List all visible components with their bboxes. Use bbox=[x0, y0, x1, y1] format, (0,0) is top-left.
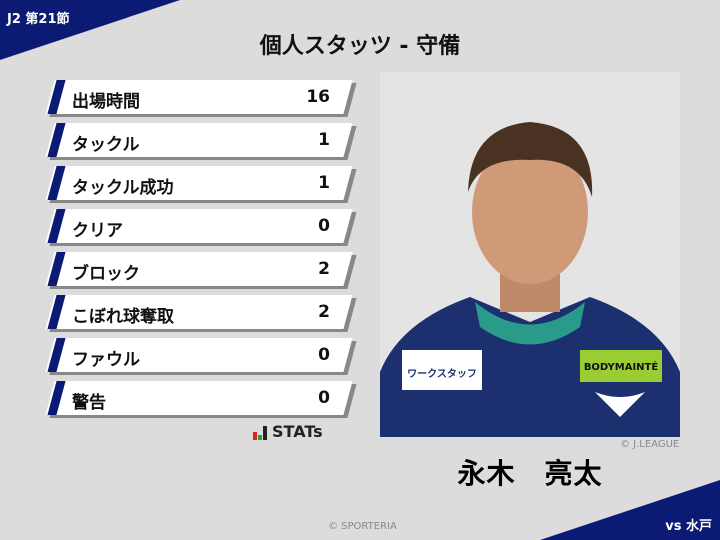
club-crest-icon bbox=[595, 392, 645, 417]
stat-label: こぼれ球奪取 bbox=[72, 307, 174, 327]
sponsor-chest: ワークスタッフ bbox=[407, 368, 477, 380]
stat-value: 2 bbox=[318, 259, 330, 279]
stat-label: タックル成功 bbox=[72, 178, 174, 198]
stats-logo: STATs bbox=[253, 424, 323, 440]
round-label: J2 第21節 bbox=[7, 12, 70, 27]
corner-banner-bottom bbox=[540, 480, 720, 540]
stat-label: 出場時間 bbox=[72, 92, 140, 112]
player-photo: BODYMAINTÉ ワークスタッフ bbox=[380, 72, 680, 437]
stat-label: タックル bbox=[72, 135, 140, 155]
stat-row: ブロック 2 bbox=[45, 252, 357, 289]
sponsor-sleeve: BODYMAINTÉ bbox=[584, 360, 659, 373]
stat-row: タックル成功 1 bbox=[45, 166, 357, 203]
stat-label: クリア bbox=[72, 221, 123, 241]
stat-row: 出場時間 16 bbox=[45, 80, 357, 117]
stat-label: ブロック bbox=[72, 264, 140, 284]
copyright: © SPORTERIA bbox=[328, 521, 397, 532]
stats-list: 出場時間 16 タックル 1 タックル成功 1 クリア 0 ブロック 2 こぼれ球奪取 2 … bbox=[45, 80, 357, 424]
stats-logo-text: STATs bbox=[272, 422, 323, 441]
stat-value: 0 bbox=[318, 345, 330, 365]
stat-value: 0 bbox=[318, 388, 330, 408]
stat-label: ファウル bbox=[72, 350, 140, 370]
bar-chart-icon bbox=[253, 426, 267, 440]
page-title: 個人スタッツ - 守備 bbox=[259, 34, 461, 59]
opponent-label: vs 水戸 bbox=[665, 519, 712, 534]
stat-row: クリア 0 bbox=[45, 209, 357, 246]
stat-label: 警告 bbox=[72, 393, 106, 413]
corner-banner-top bbox=[0, 0, 180, 60]
stat-row: こぼれ球奪取 2 bbox=[45, 295, 357, 332]
stat-row: タックル 1 bbox=[45, 123, 357, 160]
stat-row: 警告 0 bbox=[45, 381, 357, 418]
stat-row: ファウル 0 bbox=[45, 338, 357, 375]
stat-value: 2 bbox=[318, 302, 330, 322]
stat-value: 16 bbox=[306, 87, 330, 107]
stat-value: 1 bbox=[318, 130, 330, 150]
sponsor-patch bbox=[580, 350, 662, 382]
stat-value: 1 bbox=[318, 173, 330, 193]
photo-credit: © J.LEAGUE bbox=[620, 439, 680, 450]
stat-value: 0 bbox=[318, 216, 330, 236]
